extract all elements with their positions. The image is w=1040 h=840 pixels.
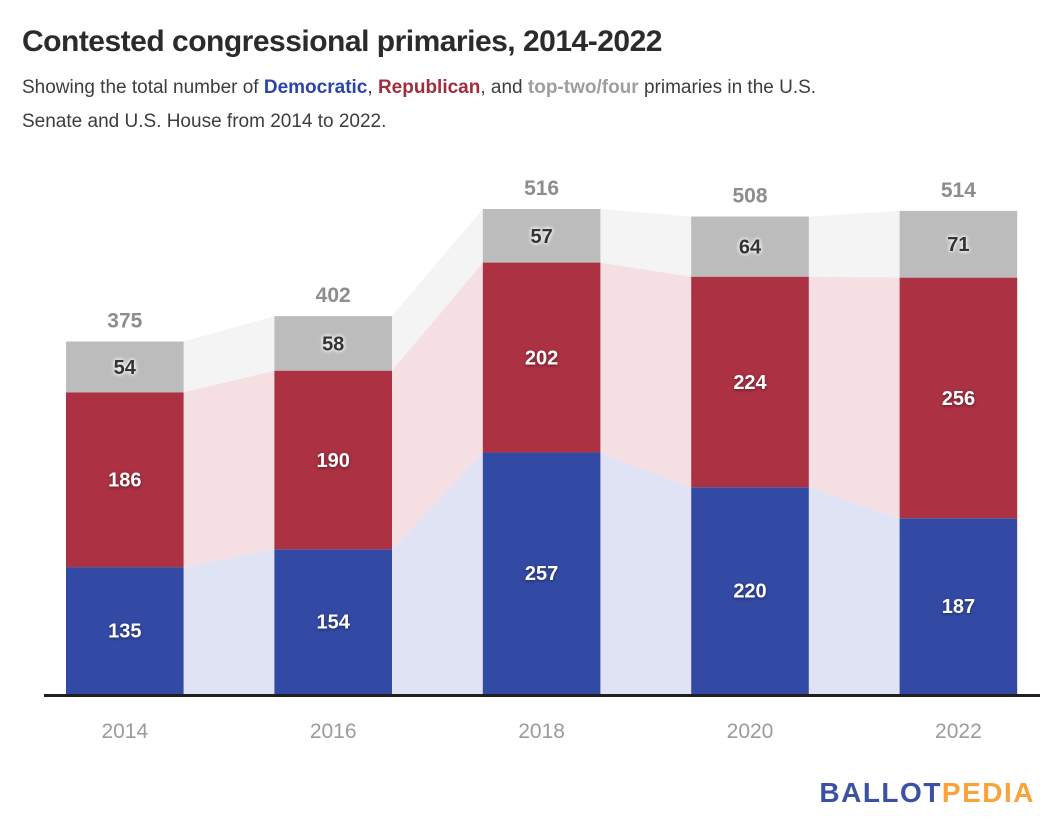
flow-connector — [808, 276, 900, 519]
flow-connector — [392, 262, 483, 550]
bar-segment — [66, 392, 184, 568]
bar-segment — [482, 262, 601, 453]
bar-segment — [899, 210, 1018, 278]
total-label: 508 — [732, 185, 767, 208]
subtitle-part: , and — [480, 77, 528, 98]
flow-connector — [392, 209, 483, 371]
subtitle-part: Showing the total number of — [22, 77, 264, 98]
segment-value-label: 186 — [108, 470, 141, 492]
footer: BALLOTPEDIA — [22, 778, 1040, 808]
total-label: 402 — [316, 284, 351, 307]
flow-connector — [392, 452, 483, 694]
segment-value-label: 54 — [114, 357, 137, 379]
segment-value-label: 71 — [947, 234, 969, 256]
flow-connector — [600, 262, 692, 488]
primaries-stacked-bar-chart: 375 402 516 508 514 135 186 54 154 190 58 257 202 57 2… — [44, 177, 1040, 743]
flow-connector — [183, 549, 275, 694]
year-tick-label: 2016 — [310, 720, 357, 743]
total-label: 516 — [524, 177, 559, 200]
total-label: 514 — [941, 179, 976, 202]
logo-ballot-text: BALLOT — [819, 777, 942, 808]
segment-value-label: 257 — [525, 563, 558, 585]
subtitle-part: , — [367, 77, 378, 98]
subtitle-part: Republican — [377, 77, 481, 98]
segment-value-label: 187 — [942, 596, 975, 618]
bar-segment — [66, 567, 184, 694]
bar-segment — [274, 370, 392, 550]
bar-segment — [899, 518, 1018, 694]
page: Contested congressional primaries, 2014-… — [22, 25, 1040, 808]
segment-value-label: 64 — [739, 237, 762, 259]
x-axis-line — [44, 694, 1040, 697]
segment-value-label: 220 — [733, 581, 766, 603]
chart-subtitle: Showing the total number of Democratic , … — [22, 71, 1022, 139]
total-label: 375 — [107, 310, 142, 333]
segment-value-label: 190 — [317, 450, 350, 472]
bar-segment — [899, 277, 1018, 519]
bar-segment — [691, 487, 809, 694]
flow-connector — [808, 487, 900, 694]
subtitle-part: Democratic — [263, 77, 368, 98]
bar-segment — [274, 549, 392, 694]
bar-segment — [691, 276, 809, 488]
subtitle-part: top-two/four — [527, 77, 639, 98]
segment-value-label: 256 — [942, 388, 975, 410]
bar-segment — [482, 452, 601, 694]
subtitle-part: Senate and U.S. House from 2014 to 2022. — [22, 111, 387, 132]
segment-value-label: 202 — [525, 348, 558, 370]
segment-value-label: 58 — [322, 333, 344, 355]
year-tick-label: 2020 — [727, 720, 774, 743]
bar-segment — [691, 216, 809, 277]
segment-value-label: 135 — [108, 621, 141, 643]
flow-connector — [808, 210, 900, 278]
chart-title: Contested congressional primaries, 2014-… — [22, 25, 662, 58]
flow-connector — [183, 370, 275, 568]
segment-value-label: 154 — [317, 612, 351, 634]
year-tick-label: 2014 — [101, 720, 148, 743]
flow-connector — [600, 209, 692, 277]
segment-value-label: 57 — [530, 226, 552, 248]
flow-connector — [600, 452, 692, 694]
bar-segment — [274, 316, 392, 371]
bar-segment — [482, 209, 601, 263]
bar-segment — [66, 341, 184, 393]
year-tick-label: 2022 — [935, 720, 982, 743]
flow-connector — [183, 316, 275, 393]
ballotpedia-logo: BALLOTPEDIA — [819, 778, 1035, 808]
segment-value-label: 224 — [733, 372, 767, 394]
year-tick-label: 2018 — [518, 720, 565, 743]
logo-pedia-text: PEDIA — [941, 777, 1035, 808]
subtitle-part: primaries in the U.S. — [638, 77, 817, 98]
